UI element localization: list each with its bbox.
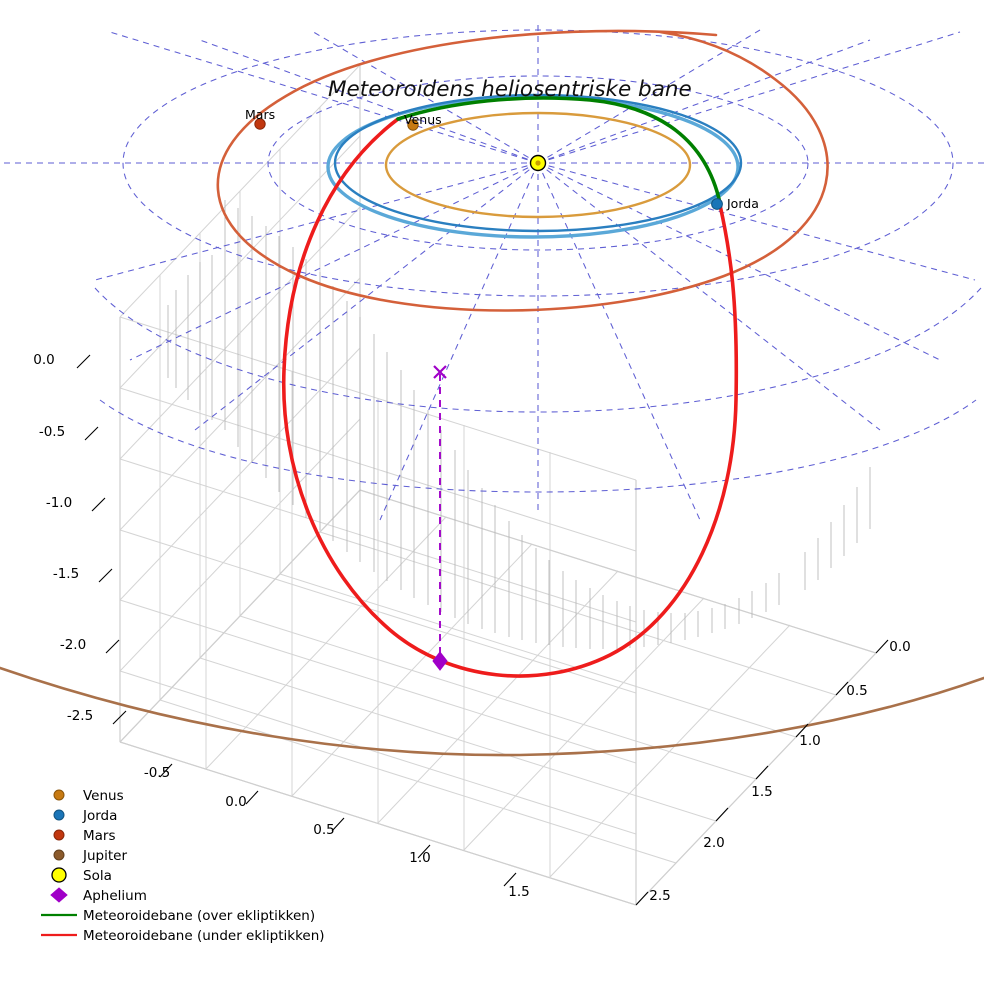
- legend-label-sola: Sola: [83, 868, 112, 884]
- z-tick-label-0: 0.0: [33, 352, 54, 368]
- legend-label-meteoroid-below: Meteoroidebane (under ekliptikken): [83, 928, 325, 944]
- x-tick-label-3: 1.0: [409, 850, 430, 866]
- z-tick-label-1: -0.5: [39, 424, 65, 440]
- legend-marker-mars-icon: [53, 829, 65, 841]
- y-tick-label-1: 0.5: [846, 683, 867, 699]
- x-tick-label-1: 0.0: [225, 794, 246, 810]
- legend-marker-venus-icon: [53, 789, 65, 801]
- aphelium-x-marker: [433, 365, 447, 379]
- orbit-stem-lines: [167, 200, 871, 649]
- z-tick-label-5: -2.5: [67, 708, 93, 724]
- legend: Venus Jorda Mars Jupiter Sola: [41, 788, 325, 944]
- y-tick-label-3: 1.5: [751, 784, 772, 800]
- z-tick-label-4: -2.0: [60, 637, 86, 653]
- legend-item-meteoroid-above[interactable]: Meteoroidebane (over ekliptikken): [41, 908, 315, 924]
- jorda-label: Jorda: [726, 196, 759, 211]
- mars-orbit: [216, 29, 829, 312]
- legend-label-mars: Mars: [83, 828, 116, 844]
- y-tick-label-2: 1.0: [799, 733, 820, 749]
- legend-item-meteoroid-below[interactable]: Meteoroidebane (under ekliptikken): [41, 928, 325, 944]
- page-title: Meteoroidens heliosentriske bane: [328, 77, 692, 102]
- legend-label-meteoroid-above: Meteoroidebane (over ekliptikken): [83, 908, 315, 924]
- legend-item-jupiter[interactable]: Jupiter: [53, 848, 127, 864]
- legend-item-sola[interactable]: Sola: [51, 867, 112, 884]
- venus-orbit: [384, 111, 692, 219]
- meteoroid-orbit-below: [281, 117, 739, 678]
- x-tick-label-0: -0.5: [144, 765, 170, 781]
- legend-marker-jorda-icon: [53, 809, 65, 821]
- z-tick-label-2: -1.0: [46, 495, 72, 511]
- legend-item-venus[interactable]: Venus: [53, 788, 124, 804]
- x-tick-marks: [159, 763, 517, 887]
- venus-label: Venus: [404, 112, 442, 127]
- mars-label: Mars: [245, 107, 275, 122]
- z-axis: 0.0 -0.5 -1.0 -1.5 -2.0 -2.5: [33, 352, 127, 725]
- planet-markers: [254, 118, 723, 210]
- x-axis: -0.5 0.0 0.5 1.0 1.5: [144, 763, 530, 900]
- legend-item-mars[interactable]: Mars: [53, 828, 116, 844]
- legend-label-venus: Venus: [83, 788, 124, 804]
- heliocentric-guide-lines: [0, 20, 984, 521]
- aphelium-group: [432, 365, 448, 671]
- y-tick-label-5: 2.5: [649, 888, 670, 904]
- legend-marker-jupiter-icon: [53, 849, 65, 861]
- legend-label-aphelium: Aphelium: [83, 888, 147, 904]
- jorda-marker: [711, 198, 723, 210]
- aphelium-diamond-marker: [432, 651, 448, 671]
- legend-label-jorda: Jorda: [82, 808, 117, 824]
- legend-marker-aphelium-icon: [50, 887, 68, 903]
- x-tick-label-2: 0.5: [313, 822, 334, 838]
- venus-marker: [407, 119, 419, 131]
- pane-edges: [119, 65, 877, 906]
- y-tick-label-4: 2.0: [703, 835, 724, 851]
- x-tick-label-4: 1.5: [508, 884, 529, 900]
- legend-item-aphelium[interactable]: Aphelium: [50, 887, 147, 904]
- axes-panes: [119, 64, 877, 906]
- y-tick-marks: [635, 639, 889, 906]
- y-tick-label-0: 0.0: [889, 639, 910, 655]
- jupiter-orbit: [0, 666, 984, 757]
- mars-marker: [254, 118, 266, 130]
- right-pane-grid: [119, 64, 361, 743]
- z-tick-marks: [76, 354, 127, 725]
- left-pane-grid: [119, 316, 637, 906]
- legend-label-jupiter: Jupiter: [82, 848, 127, 864]
- y-axis: 0.0 0.5 1.0 1.5 2.0 2.5: [635, 639, 911, 906]
- z-tick-label-3: -1.5: [53, 566, 79, 582]
- meteoroid-orbit-above: [396, 96, 722, 205]
- sun-marker: [529, 154, 547, 172]
- legend-item-jorda[interactable]: Jorda: [53, 808, 117, 824]
- legend-marker-sola-icon: [51, 867, 67, 883]
